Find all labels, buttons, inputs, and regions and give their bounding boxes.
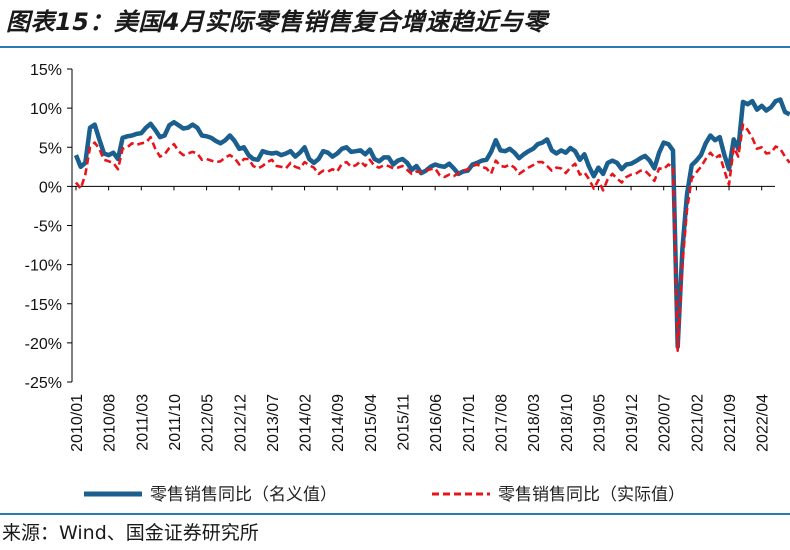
source-note: 来源：Wind、国金证券研究所: [2, 522, 259, 544]
x-tick-label: 2010/01: [69, 394, 86, 452]
x-tick-label: 2014/09: [330, 394, 347, 452]
y-axis: 15% 10% 5% 0% -5% -10% -15% -20% -25%: [25, 62, 73, 392]
x-tick-label: 2022/04: [755, 394, 772, 452]
x-tick-label: 2018/10: [559, 394, 576, 452]
y-tick-label: 0%: [39, 179, 62, 196]
series-layer: [73, 97, 790, 353]
chart-title: 图表15：美国4月实际零售销售复合增速趋近与零: [6, 8, 548, 36]
y-tick-label: 10%: [30, 101, 62, 118]
x-tick-label: 2015/04: [363, 394, 380, 452]
x-axis: 2010/01 2010/08 2011/03 2011/10 2012/05 2012/…: [69, 185, 775, 452]
x-tick-label: 2010/08: [102, 394, 119, 452]
x-tick-label: 2016/06: [428, 394, 445, 452]
legend-label-nominal: 零售销售同比（名义值）: [150, 485, 337, 505]
x-tick-label: 2020/07: [657, 394, 674, 452]
y-tick-label: 15%: [30, 62, 62, 79]
y-tick-label: -5%: [34, 219, 62, 236]
legend: 零售销售同比（名义值） 零售销售同比（实际值）: [84, 485, 685, 505]
x-tick-label: 2013/07: [265, 394, 282, 452]
y-tick-label: -10%: [25, 258, 62, 275]
x-tick-label: 2017/08: [493, 394, 510, 452]
series-real-line: [74, 123, 790, 353]
line-chart: 15%10%5%0%-5%-10%-15%-20%-25% 2010/01 201…: [25, 62, 790, 505]
x-tick-label: 2014/02: [298, 394, 315, 452]
y-tick-label: -25%: [25, 375, 62, 392]
series-nominal-line: [73, 97, 790, 350]
x-tick-label: 2017/01: [461, 394, 478, 452]
x-tick-label: 2012/05: [200, 394, 217, 452]
x-tick-label: 2011/10: [167, 394, 184, 451]
x-tick-label: 2018/03: [526, 394, 543, 452]
x-tick-label: 2011/03: [134, 394, 151, 451]
source-divider: [0, 513, 790, 515]
x-tick-label: 2019/05: [591, 394, 608, 452]
y-tick-label: -15%: [25, 297, 62, 314]
x-tick-label: 2012/12: [232, 394, 249, 452]
x-tick-label: 2021/09: [722, 394, 739, 452]
title-divider: [0, 46, 790, 48]
y-tick-label: 5%: [39, 140, 62, 157]
x-tick-label: 2015/11: [396, 394, 413, 451]
y-tick-label: -20%: [25, 336, 62, 353]
x-tick-label: 2019/12: [624, 394, 641, 452]
x-tick-label: 2021/02: [689, 394, 706, 452]
legend-label-real: 零售销售同比（实际值）: [498, 485, 685, 505]
